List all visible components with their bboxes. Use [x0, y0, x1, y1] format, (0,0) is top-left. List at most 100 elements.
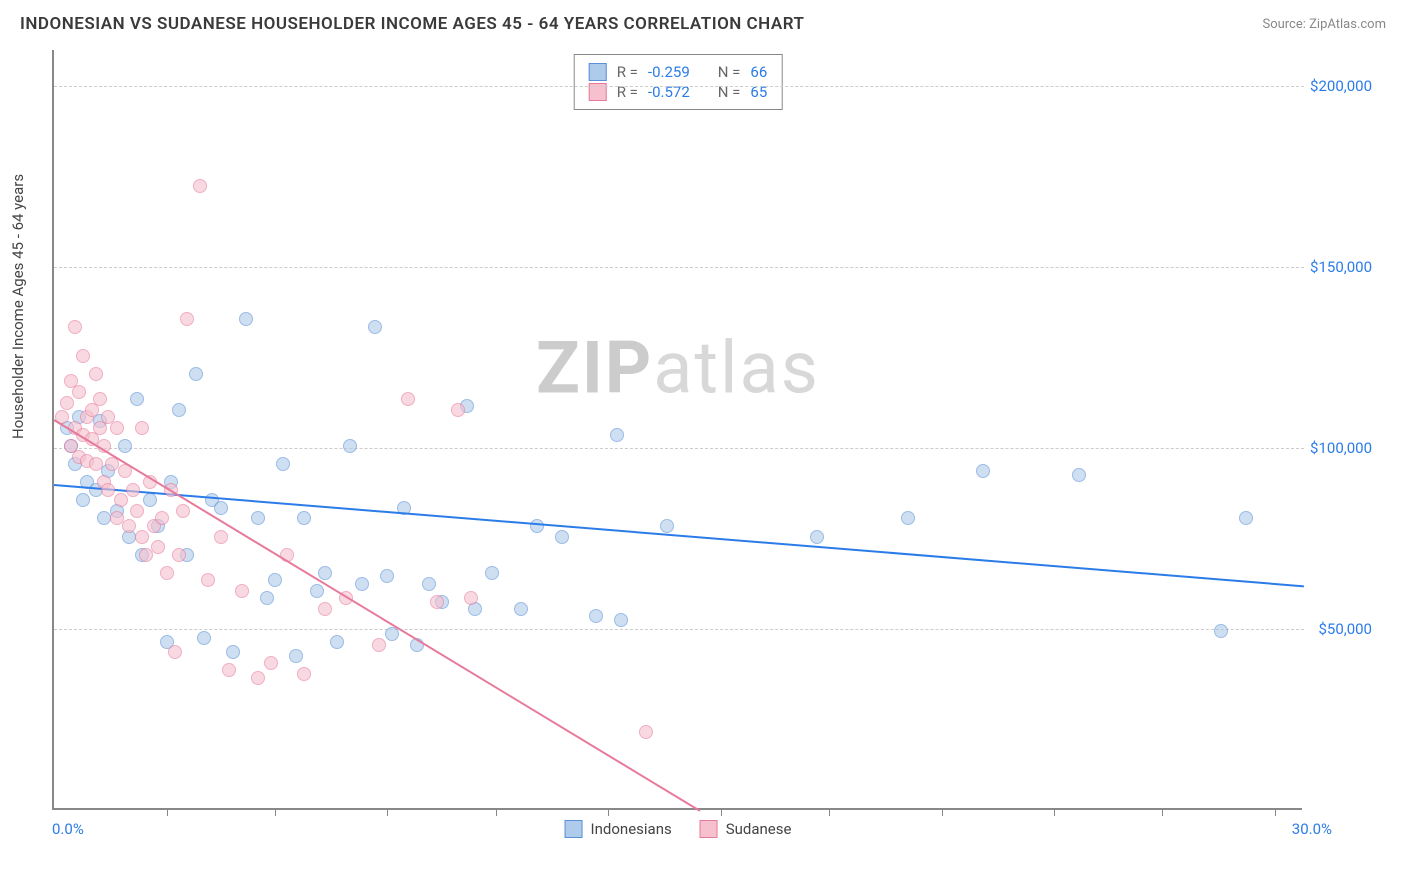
scatter-point [451, 403, 465, 417]
legend-label-indonesians: Indonesians [591, 820, 672, 838]
scatter-point [976, 464, 990, 478]
scatter-point [118, 439, 132, 453]
scatter-point [1072, 468, 1086, 482]
x-tick [387, 808, 388, 816]
scatter-point [180, 312, 194, 326]
scatter-point [276, 457, 290, 471]
legend-item-sudanese: Sudanese [700, 820, 792, 838]
scatter-point [135, 530, 149, 544]
legend-label-sudanese: Sudanese [726, 820, 792, 838]
scatter-point [126, 483, 140, 497]
watermark: ZIPatlas [536, 326, 820, 411]
y-axis-label-wrap: Householder Income Ages 45 - 64 years [9, 174, 27, 439]
scatter-point [268, 573, 282, 587]
watermark-light: atlas [653, 326, 820, 411]
scatter-point [1214, 624, 1228, 638]
scatter-point [589, 609, 603, 623]
scatter-point [110, 421, 124, 435]
scatter-point [89, 457, 103, 471]
scatter-point [214, 501, 228, 515]
trend-line [54, 484, 1304, 587]
scatter-point [251, 511, 265, 525]
scatter-point [130, 504, 144, 518]
legend-series: Indonesians Sudanese [565, 820, 792, 838]
r-value-indonesians: -0.259 [648, 63, 690, 81]
scatter-point [610, 428, 624, 442]
scatter-point [68, 320, 82, 334]
y-axis-label: Householder Income Ages 45 - 64 years [9, 174, 27, 439]
scatter-point [235, 584, 249, 598]
x-tick [942, 808, 943, 816]
scatter-point [372, 638, 386, 652]
scatter-point [555, 530, 569, 544]
scatter-point [151, 540, 165, 554]
swatch-indonesians-icon [589, 63, 607, 81]
scatter-point [101, 483, 115, 497]
x-tick [1275, 808, 1276, 816]
scatter-point [368, 320, 382, 334]
scatter-point [297, 511, 311, 525]
scatter-point [464, 591, 478, 605]
scatter-point [422, 577, 436, 591]
x-tick [167, 808, 168, 816]
scatter-point [201, 573, 215, 587]
scatter-point [226, 645, 240, 659]
scatter-point [343, 439, 357, 453]
scatter-point [76, 349, 90, 363]
scatter-point [172, 403, 186, 417]
scatter-point [189, 367, 203, 381]
x-tick [721, 808, 722, 816]
scatter-point [222, 663, 236, 677]
legend-correlation: R = -0.259 N = 66 R = -0.572 N = 65 [574, 54, 783, 110]
scatter-point [160, 566, 174, 580]
scatter-point [264, 656, 278, 670]
scatter-point [114, 493, 128, 507]
scatter-point [122, 519, 136, 533]
scatter-point [355, 577, 369, 591]
scatter-point [810, 530, 824, 544]
gridline-h [54, 86, 1304, 87]
header: INDONESIAN VS SUDANESE HOUSEHOLDER INCOM… [0, 0, 1406, 42]
scatter-point [239, 312, 253, 326]
chart-container: INDONESIAN VS SUDANESE HOUSEHOLDER INCOM… [0, 0, 1406, 892]
r-label: R = [617, 63, 638, 81]
scatter-point [172, 548, 186, 562]
trend-line [53, 419, 700, 812]
scatter-point [260, 591, 274, 605]
scatter-point [318, 602, 332, 616]
gridline-h [54, 267, 1304, 268]
scatter-point [514, 602, 528, 616]
scatter-point [430, 595, 444, 609]
scatter-point [143, 493, 157, 507]
y-tick-label: $200,000 [1310, 77, 1372, 95]
y-tick-label: $100,000 [1310, 439, 1372, 457]
scatter-point [72, 385, 86, 399]
scatter-point [135, 421, 149, 435]
legend-item-indonesians: Indonesians [565, 820, 672, 838]
scatter-point [310, 584, 324, 598]
scatter-point [60, 396, 74, 410]
scatter-point [93, 392, 107, 406]
x-tick [829, 808, 830, 816]
scatter-point [214, 530, 228, 544]
scatter-point [485, 566, 499, 580]
scatter-point [385, 627, 399, 641]
x-axis-end: 30.0% [1292, 820, 1332, 838]
scatter-point [401, 392, 415, 406]
scatter-point [297, 667, 311, 681]
gridline-h [54, 629, 1304, 630]
x-tick [608, 808, 609, 816]
chart-title: INDONESIAN VS SUDANESE HOUSEHOLDER INCOM… [20, 14, 804, 34]
y-tick-label: $50,000 [1318, 620, 1372, 638]
scatter-point [197, 631, 211, 645]
x-tick [496, 808, 497, 816]
scatter-point [155, 511, 169, 525]
x-tick [1162, 808, 1163, 816]
legend-row-indonesians: R = -0.259 N = 66 [589, 63, 768, 81]
scatter-point [76, 493, 90, 507]
scatter-point [639, 725, 653, 739]
scatter-point [614, 613, 628, 627]
x-axis-start: 0.0% [52, 820, 84, 838]
gridline-h [54, 448, 1304, 449]
chart-area: ZIPatlas R = -0.259 N = 66 R = -0.572 N … [52, 50, 1372, 840]
